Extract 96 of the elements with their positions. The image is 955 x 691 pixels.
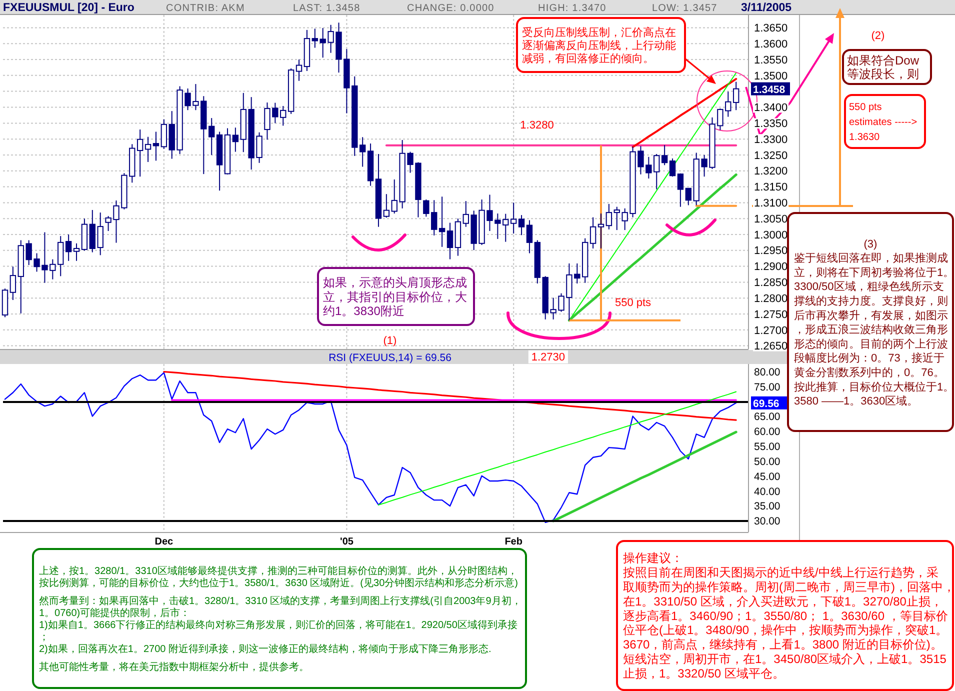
candlestick bbox=[732, 81, 740, 111]
text: 如果符合Dow 等波段长，则 bbox=[847, 53, 920, 82]
y-tick-label: 1.3600 bbox=[754, 38, 788, 50]
y-tick-label: 1.3100 bbox=[754, 198, 788, 210]
candlestick bbox=[136, 129, 144, 178]
text: CHANGE: 0.0000 bbox=[407, 3, 494, 14]
y-tick-label: 45.00 bbox=[754, 470, 780, 483]
y-tick-label: 80.00 bbox=[754, 366, 780, 378]
text: LAST: 1.3458 bbox=[293, 3, 360, 14]
text: 然而考量到：如果再回落中，击破1。3280/1。3310 区域的支撑，考量到周图上行支撑线(引自2003年9月初，1。0760)可能提供的限制，后市： bbox=[39, 595, 522, 620]
text: estimates -----> bbox=[849, 117, 918, 128]
text: 其他可能性考量，将在美元指数中期框架分析中，提供参考。 bbox=[39, 661, 309, 674]
candlestick bbox=[526, 220, 533, 254]
x-tick-label: Dec bbox=[154, 536, 174, 548]
text: 69.56 bbox=[753, 398, 780, 410]
line-series bbox=[552, 430, 738, 522]
y-tick-label: 1.3350 bbox=[754, 118, 788, 130]
candlestick bbox=[144, 136, 152, 162]
candlestick bbox=[296, 59, 302, 82]
text: 3/11/2005 bbox=[741, 2, 792, 14]
text: 短线沽空，周初开市，在1。3450/80区域介入，上破1。3515止损，1。3320/50 区域平仓。 bbox=[623, 652, 947, 680]
y-tick-label: 60.00 bbox=[754, 426, 780, 438]
y-tick-label: 40.00 bbox=[754, 486, 780, 498]
y-tick-label: 1.2950 bbox=[754, 245, 788, 258]
candlestick bbox=[152, 131, 160, 162]
candlestick bbox=[606, 203, 612, 230]
text: 2)如果，回落再次在1。2700 附近得到承接，则这一波修正的最终结构，将倾向于形成下降三角形形态. bbox=[39, 643, 492, 656]
candlestick bbox=[685, 188, 692, 206]
y-tick-label: 1.3300 bbox=[754, 134, 788, 146]
y-tick-label: 1.2900 bbox=[754, 261, 788, 274]
y-tick-label: 1.2700 bbox=[754, 324, 788, 337]
y-tick-label: 1.3000 bbox=[754, 229, 788, 242]
candlestick bbox=[446, 222, 454, 260]
y-tick-label: 65.00 bbox=[754, 411, 780, 424]
candlestick bbox=[73, 242, 80, 262]
annotation: (1) bbox=[383, 335, 397, 347]
y-tick-label: 1.2750 bbox=[754, 308, 788, 321]
y-tick-label: 30.00 bbox=[754, 516, 780, 528]
annotation: 550 pts bbox=[614, 297, 652, 309]
chart-title: FXEUUSMUL [20] - Euro bbox=[3, 2, 134, 14]
candlestick bbox=[65, 234, 72, 262]
candlestick bbox=[598, 212, 604, 249]
text: (3) bbox=[864, 238, 878, 250]
annotation: 受反向压制线压制，汇价高点在逐渐偏离反向压制线，上行动能减弱，有回落修正的倾向。 bbox=[522, 26, 676, 66]
line-series bbox=[378, 391, 737, 506]
candlestick bbox=[677, 172, 684, 208]
y-tick-label: 1.2650 bbox=[754, 340, 788, 353]
candlestick bbox=[590, 216, 596, 249]
candlestick bbox=[97, 212, 104, 256]
y-tick-label: 1.3550 bbox=[754, 54, 788, 66]
annotation: 如果，示意的头肩顶形态成立，其指引的目标价位，大约1。3830附近 bbox=[323, 275, 467, 318]
line-series bbox=[4, 372, 737, 524]
line-series bbox=[632, 78, 738, 148]
y-tick-label: 75.00 bbox=[754, 381, 780, 394]
text: 鉴于短线回落在即，如果推测成立，则将在下周初考验将位于1。3300/50区域，粗绿色线所示支撑线的支持力度。支撑良好，则后市再次攀升，有发展，如图示，形成五浪三波结构收敛三角形形态的倾向。目前的两个上行波段幅度比例为：0。73，接近于黄金分割数系列中的，0。76。按此推算，目标价位大概位于1。3580 ——1。3630区域。 bbox=[794, 252, 954, 408]
y-tick-label: 1.3400 bbox=[754, 102, 788, 114]
chart-title: RSI (FXEUUS,14) = 69.56 bbox=[328, 352, 452, 364]
y-tick-label: 1.3250 bbox=[754, 150, 788, 162]
annotation: 1.3280 bbox=[520, 119, 554, 132]
y-tick-label: 1.2800 bbox=[754, 293, 788, 305]
text: 1.3630 bbox=[849, 132, 880, 144]
text: CONTRIB: AKM bbox=[166, 3, 245, 14]
annotation: 1.2730 bbox=[531, 351, 565, 364]
candlestick bbox=[359, 136, 366, 168]
candlestick bbox=[510, 202, 517, 234]
x-tick-label: '05 bbox=[340, 536, 354, 548]
text: 上述，按1。3280/1。3310区域能够最终提供支撑，推测的三种可能目标价位的测算。此外，从分时图结构，按比例测算，可能的目标价位，大约也位于1。3580/1。3630 区域附近。(见30分钟图示结构和形态分析示意) bbox=[39, 565, 518, 590]
text: (2) bbox=[871, 30, 885, 42]
candlestick bbox=[669, 158, 676, 178]
y-tick-label: 1.3200 bbox=[754, 166, 788, 178]
y-tick-label: 1.3650 bbox=[754, 22, 788, 35]
candlestick bbox=[661, 144, 668, 166]
y-tick-label: 1.3500 bbox=[754, 70, 788, 82]
line-series bbox=[163, 370, 737, 421]
candlestick bbox=[438, 196, 446, 248]
text: 1.3458 bbox=[753, 84, 786, 96]
y-tick-label: 55.00 bbox=[754, 441, 780, 453]
text: 550 pts bbox=[849, 102, 882, 114]
y-tick-label: 50.00 bbox=[754, 456, 780, 468]
candlestick bbox=[232, 127, 239, 152]
text: 按照目前在周图和天图揭示的近中线/中线上行运行趋势，采取顺势而为的操作策略。周初(周二晚市，周三早市)，回落中，在1。3310/50 区域，介入买进欧元，下破1。3270/80止损，逐步高看1。3460/90；1。3550/80； 1。3630/60 ，等目标价位平仓(上破1。3480/90，操作中，按顺势而为操作，突破1。3670，前高点，继续持有，上看1。3800 附近的目标价位)。 bbox=[623, 566, 955, 652]
text: 操作建议： bbox=[623, 551, 683, 566]
y-tick-label: 1.2850 bbox=[754, 277, 788, 290]
text: HIGH: 1.3470 bbox=[538, 3, 606, 14]
candlestick bbox=[383, 194, 390, 218]
y-tick-label: 35.00 bbox=[754, 500, 780, 513]
y-tick-label: 1.3050 bbox=[754, 213, 788, 226]
candlestick bbox=[10, 266, 16, 301]
candlestick bbox=[518, 214, 525, 236]
text: LOW: 1.3457 bbox=[652, 3, 718, 14]
line-series bbox=[568, 173, 738, 322]
candlestick bbox=[160, 118, 168, 150]
text: 1)如果自1。3666下行修正的结构最终向对称三角形发展，则汇价的回落，将可能在1。2920/50区域得到承接； bbox=[39, 619, 518, 644]
candlestick bbox=[312, 28, 318, 48]
y-tick-label: 1.3150 bbox=[754, 182, 788, 194]
x-tick-label: Feb bbox=[504, 536, 522, 548]
